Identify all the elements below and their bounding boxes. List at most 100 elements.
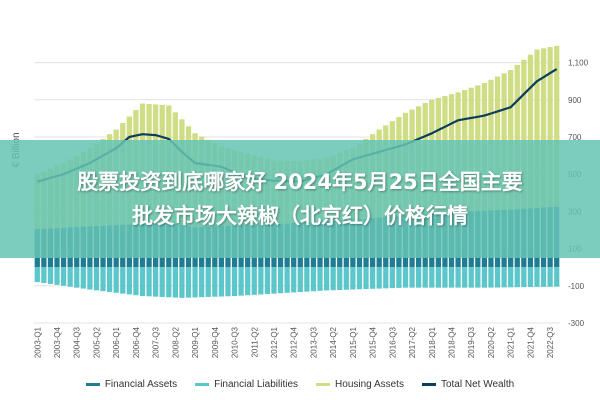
- financial-liabilities-bar: [146, 267, 152, 297]
- financial-liabilities-bar: [126, 267, 132, 295]
- financial-liabilities-bar: [488, 267, 494, 288]
- x-tick-label: 2016-Q3: [388, 326, 397, 358]
- financial-liabilities-bar: [238, 267, 244, 296]
- financial-liabilities-bar: [199, 267, 205, 298]
- financial-liabilities-bar: [356, 267, 363, 290]
- financial-liabilities-bar: [475, 267, 481, 288]
- financial-liabilities-bar: [448, 267, 455, 288]
- overlay-title-line-2: 批发市场大辣椒（北京红）价格行情: [132, 204, 468, 228]
- financial-liabilities-bar: [508, 267, 514, 288]
- financial-liabilities-bar: [330, 267, 336, 291]
- y-tick-label: 700: [568, 133, 582, 142]
- legend-item-total-net-wealth: Total Net Wealth: [421, 378, 515, 390]
- financial-liabilities-bar: [264, 267, 271, 295]
- x-tick-label: 2014-Q2: [329, 326, 338, 358]
- financial-liabilities-bar: [547, 267, 553, 287]
- financial-liabilities-bar: [343, 267, 349, 290]
- financial-liabilities-bar: [350, 267, 356, 290]
- legend-swatch: [195, 382, 210, 386]
- x-tick-label: 2012-Q1: [270, 326, 279, 358]
- legend-swatch: [316, 382, 331, 386]
- title-overlay-banner: 股票投资到底哪家好 2024年5月25日全国主要 批发市场大辣椒（北京红）价格行…: [0, 140, 600, 258]
- financial-liabilities-bar: [192, 267, 198, 298]
- legend-label: Financial Liabilities: [214, 378, 299, 390]
- financial-liabilities-bar: [416, 267, 422, 288]
- legend-item-housing-assets: Housing Assets: [316, 379, 404, 390]
- x-tick-label: 2008-Q2: [171, 326, 180, 358]
- financial-liabilities-bar: [139, 267, 146, 297]
- housing-assets-bar: [554, 45, 560, 207]
- y-tick-label: -300: [568, 319, 585, 328]
- financial-liabilities-bar: [153, 267, 159, 297]
- x-tick-label: 2005-Q2: [92, 326, 101, 358]
- housing-assets-bar: [534, 49, 540, 208]
- x-tick-label: 2015-Q4: [369, 326, 378, 358]
- x-tick-label: 2009-Q4: [211, 326, 220, 358]
- financial-liabilities-bar: [80, 267, 86, 289]
- overlay-title-line-1: 股票投资到底哪家好 2024年5月25日全国主要: [77, 170, 523, 194]
- financial-liabilities-bar: [494, 267, 501, 288]
- financial-liabilities-bar: [245, 267, 251, 296]
- financial-liabilities-bar: [231, 267, 238, 297]
- financial-liabilities-bar: [93, 267, 100, 291]
- x-tick-label: 2021-Q1: [507, 326, 516, 358]
- housing-assets-bar: [508, 70, 514, 210]
- legend-label: Total Net Wealth: [440, 378, 515, 390]
- financial-liabilities-bar: [402, 267, 409, 288]
- financial-liabilities-bar: [159, 267, 165, 297]
- financial-liabilities-bar: [100, 267, 106, 292]
- housing-assets-bar: [547, 47, 553, 208]
- financial-liabilities-bar: [383, 267, 389, 289]
- financial-liabilities-bar: [429, 267, 435, 288]
- financial-liabilities-bar: [54, 267, 60, 285]
- financial-liabilities-bar: [67, 267, 73, 287]
- financial-liabilities-bar: [310, 267, 317, 292]
- financial-liabilities-bar: [258, 267, 264, 295]
- x-tick-label: 2003-Q1: [33, 326, 42, 358]
- financial-liabilities-bar: [409, 267, 415, 288]
- financial-liabilities-bar: [389, 267, 395, 289]
- financial-liabilities-bar: [527, 267, 534, 288]
- financial-liabilities-bar: [297, 267, 303, 293]
- x-tick-label: 2004-Q3: [73, 326, 82, 358]
- financial-liabilities-bar: [468, 267, 474, 288]
- chart-legend: Financial Assets Financial Liabilities H…: [0, 376, 600, 392]
- y-tick-label: -100: [568, 282, 585, 291]
- financial-liabilities-bar: [120, 267, 126, 294]
- financial-liabilities-bar: [133, 267, 139, 296]
- financial-liabilities-bar: [251, 267, 257, 295]
- y-tick-label: 900: [568, 96, 582, 105]
- x-axis: 2003-Q1 2003-Q4 2004-Q3 2005-Q2 2006-Q1 2006-…: [33, 326, 555, 358]
- housing-assets-bar: [540, 48, 547, 208]
- legend-swatch: [421, 382, 436, 386]
- legend-label: Financial Assets: [104, 378, 178, 390]
- financial-liabilities-bar: [284, 267, 290, 293]
- x-tick-label: 2010-Q3: [231, 326, 240, 358]
- financial-liabilities-bar: [205, 267, 211, 297]
- financial-liabilities-bar: [304, 267, 310, 292]
- financial-liabilities-bar: [185, 267, 192, 298]
- legend-swatch: [85, 382, 100, 386]
- financial-liabilities-bar: [442, 267, 448, 288]
- financial-liabilities-bar: [291, 267, 297, 293]
- housing-assets-bar: [527, 54, 534, 209]
- financial-liabilities-bar: [540, 267, 547, 287]
- financial-liabilities-bar: [41, 267, 47, 284]
- x-tick-label: 2011-Q2: [250, 326, 259, 357]
- financial-liabilities-bar: [47, 267, 54, 284]
- financial-liabilities-bar: [396, 267, 402, 288]
- financial-liabilities-bar: [363, 267, 369, 290]
- legend-item-financial-liabilities: Financial Liabilities: [195, 379, 298, 390]
- financial-liabilities-bar: [514, 267, 520, 288]
- x-tick-label: 2018-Q1: [428, 326, 437, 358]
- x-tick-label: 2018-Q4: [448, 326, 457, 358]
- x-tick-label: 2007-Q3: [152, 326, 161, 358]
- legend-label: Housing Assets: [335, 378, 404, 390]
- financial-liabilities-bar: [166, 267, 172, 298]
- legend-item-financial-assets: Financial Assets: [85, 378, 178, 390]
- financial-liabilities-bar: [455, 267, 461, 288]
- financial-liabilities-bar: [501, 267, 507, 288]
- financial-liabilities-bar: [218, 267, 225, 297]
- financial-liabilities-bar: [369, 267, 376, 289]
- financial-liabilities-bar: [60, 267, 67, 286]
